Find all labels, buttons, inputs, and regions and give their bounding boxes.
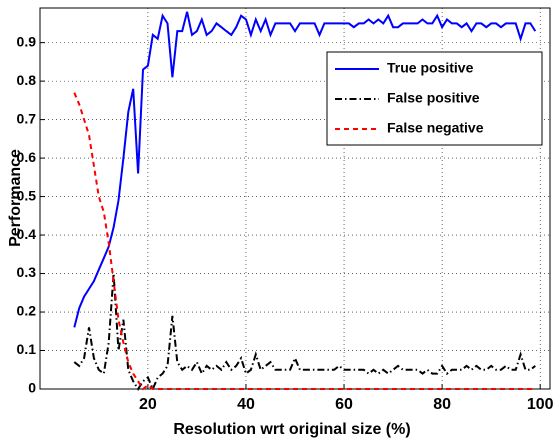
- y-tick-label: 0.6: [17, 149, 37, 165]
- x-tick-label: 40: [237, 396, 255, 413]
- series-line: [73, 92, 536, 391]
- x-tick-label: 60: [335, 396, 353, 413]
- y-tick-label: 0.4: [17, 226, 37, 242]
- series-line: [73, 11, 537, 328]
- y-tick-label: 0: [28, 380, 36, 396]
- x-tick-label: 80: [433, 396, 451, 413]
- x-tick-label: 100: [527, 396, 554, 413]
- y-tick-label: 0.7: [17, 110, 37, 126]
- y-tick-label: 0.2: [17, 303, 37, 319]
- y-tick-label: 0.3: [17, 264, 37, 280]
- y-tick-label: 0.8: [17, 72, 37, 88]
- legend-label: False positive: [387, 90, 480, 106]
- y-tick-label: 0.9: [17, 33, 37, 49]
- legend-label: True positive: [387, 60, 474, 76]
- y-tick-label: 0.5: [17, 187, 37, 203]
- legend-label: False negative: [387, 120, 484, 136]
- x-axis-label: Resolution wrt original size (%): [173, 421, 410, 438]
- y-axis-label: Performance: [7, 149, 24, 247]
- series-line: [73, 273, 536, 392]
- x-tick-label: 20: [139, 396, 157, 413]
- y-tick-label: 0.1: [17, 341, 37, 357]
